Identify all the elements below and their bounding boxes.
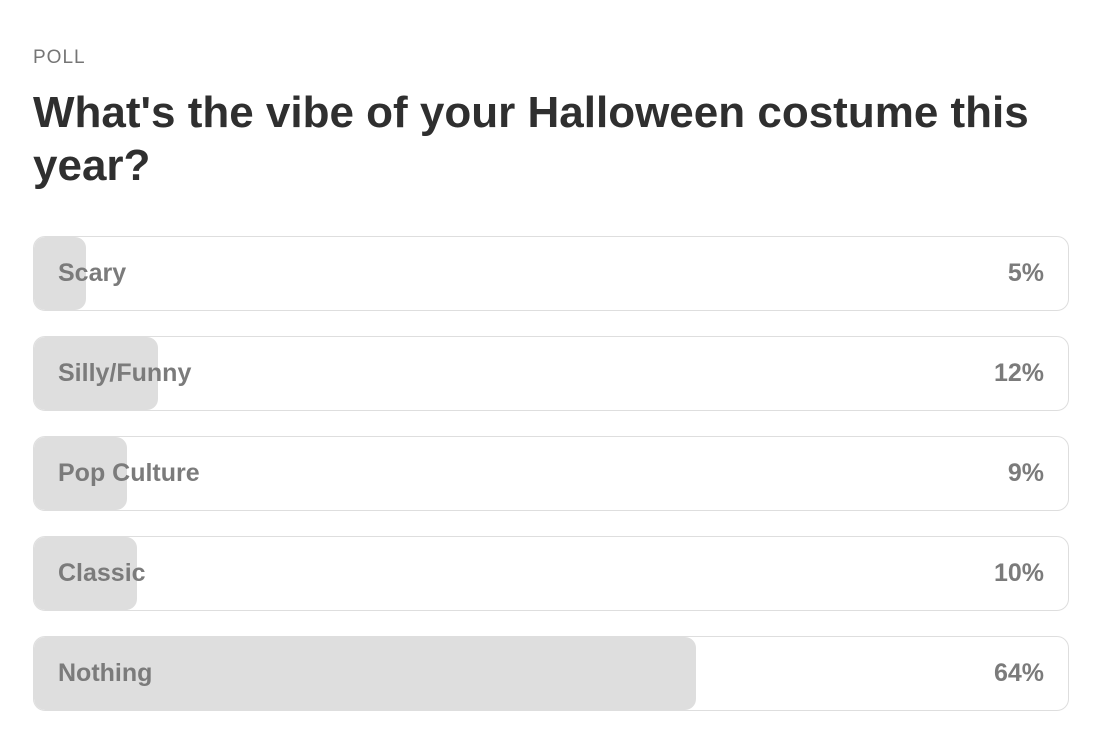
poll-option-pop-culture[interactable]: Pop Culture 9% — [33, 436, 1069, 511]
poll-option-scary[interactable]: Scary 5% — [33, 236, 1069, 311]
option-percent: 9% — [1007, 459, 1044, 487]
poll-options: Scary 5% Silly/Funny 12% Pop Culture 9% … — [33, 236, 1069, 736]
option-percent: 5% — [1007, 259, 1044, 287]
poll-option-silly-funny[interactable]: Silly/Funny 12% — [33, 336, 1069, 411]
option-label: Silly/Funny — [58, 359, 192, 387]
option-percent: 12% — [993, 359, 1044, 387]
option-label: Nothing — [58, 659, 153, 687]
poll-question: What's the vibe of your Halloween costum… — [33, 88, 1029, 190]
option-label: Scary — [58, 259, 127, 287]
result-bar — [34, 537, 138, 610]
option-label: Pop Culture — [58, 459, 200, 487]
result-bar — [34, 637, 696, 710]
poll-option-classic[interactable]: Classic 10% — [33, 536, 1069, 611]
result-bar — [34, 337, 159, 410]
poll-eyebrow: POLL — [33, 47, 86, 68]
result-bar — [34, 437, 128, 510]
option-percent: 64% — [993, 659, 1044, 687]
poll-option-nothing[interactable]: Nothing 64% — [33, 636, 1069, 711]
option-percent: 10% — [993, 559, 1044, 587]
option-label: Classic — [58, 559, 146, 587]
result-bar — [34, 237, 86, 310]
